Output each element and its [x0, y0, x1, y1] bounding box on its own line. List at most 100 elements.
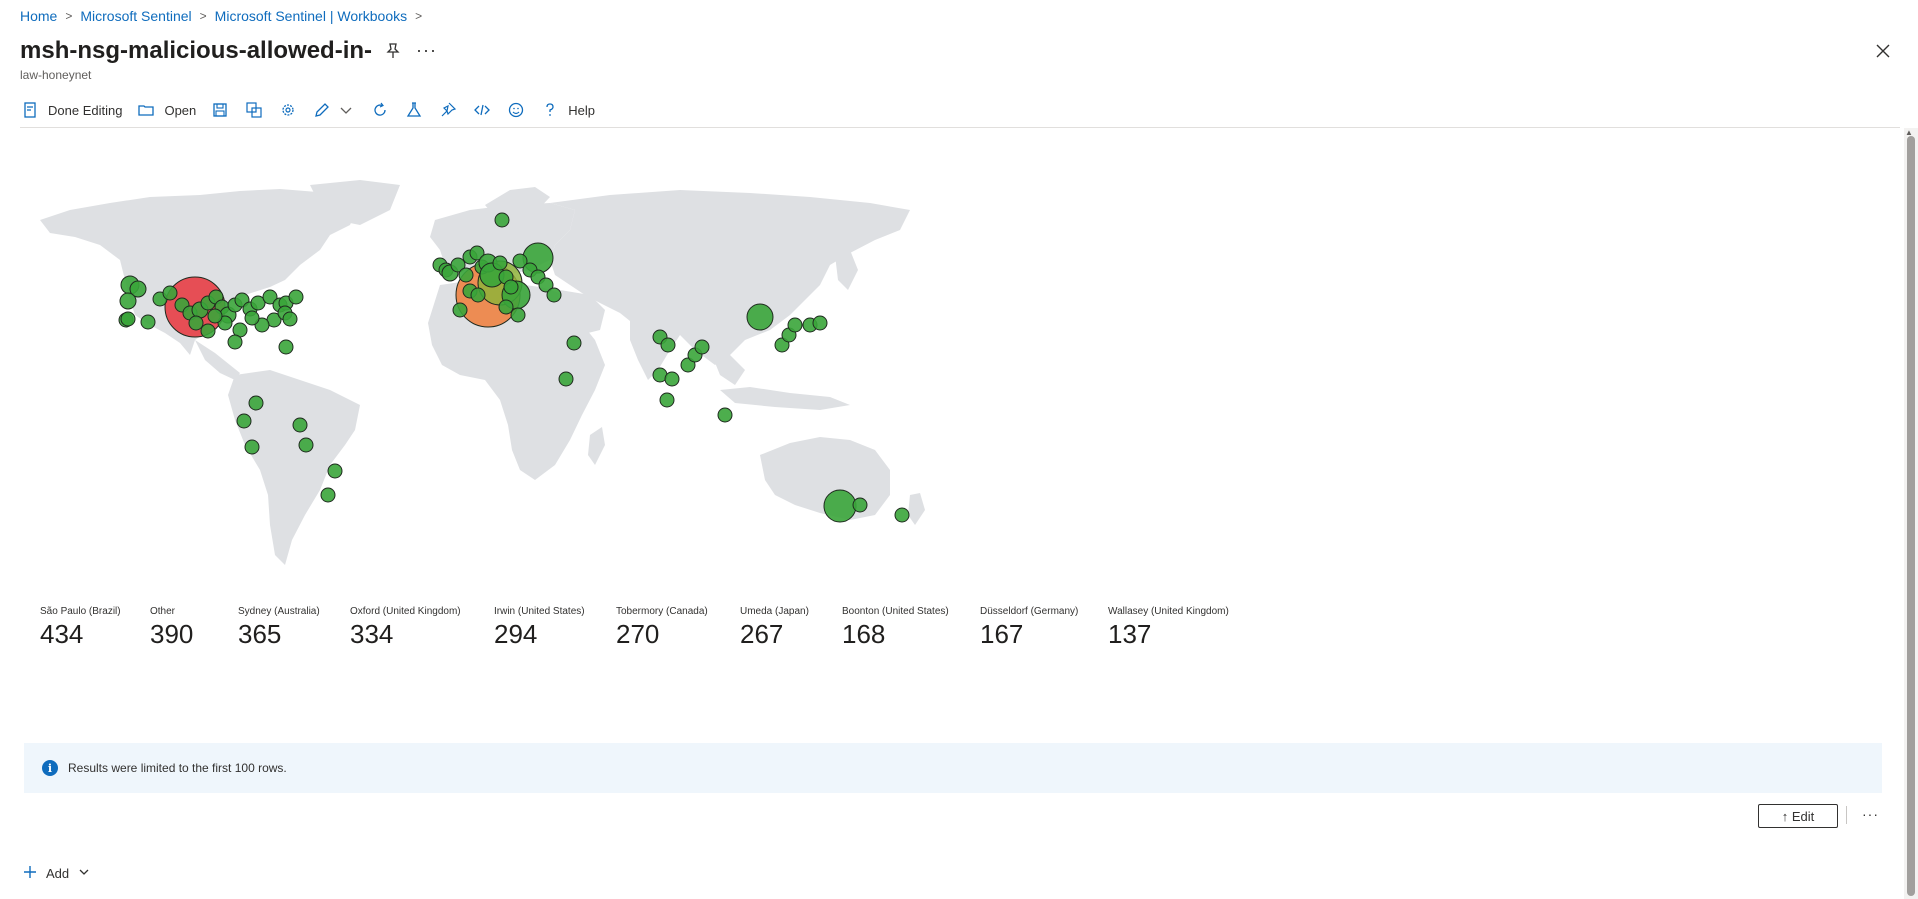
map-bubble[interactable]	[469, 245, 485, 261]
save-as-button[interactable]	[244, 100, 264, 120]
map-bubble[interactable]	[320, 487, 336, 503]
map-bubble[interactable]	[546, 287, 562, 303]
map-bubble[interactable]	[450, 257, 466, 273]
land-india	[630, 313, 680, 380]
toolbar: Done Editing Open	[20, 98, 609, 122]
map-bubble[interactable]	[694, 339, 710, 355]
done-editing-button[interactable]: Done Editing	[20, 100, 122, 120]
chevron-right-icon: >	[415, 9, 423, 23]
land-central-america	[195, 340, 240, 380]
world-map[interactable]	[30, 175, 930, 590]
more-options-icon[interactable]: ···	[1862, 806, 1879, 822]
map-bubble[interactable]	[250, 295, 266, 311]
map-bubble[interactable]	[140, 314, 156, 330]
map-bubble[interactable]	[894, 507, 910, 523]
more-options-icon[interactable]: ···	[416, 40, 437, 60]
edit-style-button[interactable]	[312, 100, 332, 120]
close-icon[interactable]	[1872, 40, 1894, 62]
map-bubble[interactable]	[494, 212, 510, 228]
map-bubble[interactable]	[452, 302, 468, 318]
map-bubble[interactable]	[538, 277, 554, 293]
tile-item[interactable]: Boonton (United States) 168	[842, 606, 980, 650]
tile-item[interactable]: Oxford (United Kingdom) 334	[350, 606, 494, 650]
map-bubble[interactable]	[503, 279, 519, 295]
map-bubble[interactable]	[244, 310, 260, 326]
map-bubble[interactable]	[558, 371, 574, 387]
query-button[interactable]	[404, 100, 424, 120]
refresh-button[interactable]	[370, 100, 390, 120]
map-bubble[interactable]	[278, 339, 294, 355]
map-bubble[interactable]	[717, 407, 733, 423]
tile-item[interactable]: Tobermory (Canada) 270	[616, 606, 740, 650]
add-label: Add	[46, 866, 70, 881]
advanced-editor-button[interactable]	[472, 100, 492, 120]
tile-item[interactable]: Düsseldorf (Germany) 167	[980, 606, 1108, 650]
scroll-up-arrow-icon[interactable]: ▲	[1905, 128, 1913, 137]
map-bubble[interactable]	[162, 285, 178, 301]
map-bubble[interactable]	[664, 371, 680, 387]
pin-icon[interactable]	[384, 42, 402, 60]
map-bubble[interactable]	[787, 317, 803, 333]
map-bubble[interactable]	[298, 437, 314, 453]
tile-item[interactable]: Irwin (United States) 294	[494, 606, 616, 650]
land-asia	[550, 190, 910, 365]
save-button[interactable]	[210, 100, 230, 120]
pin-button[interactable]	[438, 100, 458, 120]
land-indonesia	[720, 387, 850, 410]
map-bubble[interactable]	[188, 315, 204, 331]
edit-button[interactable]: ↑ Edit	[1758, 804, 1838, 828]
tile-item[interactable]: Umeda (Japan) 267	[740, 606, 842, 650]
plus-icon	[22, 864, 38, 883]
map-bubble[interactable]	[566, 335, 582, 351]
map-bubble[interactable]	[227, 334, 243, 350]
map-bubble[interactable]	[119, 292, 137, 310]
map-bubble[interactable]	[512, 253, 528, 269]
chevron-right-icon: >	[65, 9, 73, 23]
land-africa	[428, 280, 605, 480]
tile-item[interactable]: Sydney (Australia) 365	[238, 606, 350, 650]
breadcrumb-sentinel[interactable]: Microsoft Sentinel	[80, 8, 192, 24]
map-bubble[interactable]	[498, 299, 514, 315]
map-bubble[interactable]	[327, 463, 343, 479]
breadcrumb-home[interactable]: Home	[20, 8, 58, 24]
save-as-icon	[244, 100, 264, 120]
map-bubble[interactable]	[852, 497, 868, 513]
breadcrumb-workbooks[interactable]: Microsoft Sentinel | Workbooks	[214, 8, 408, 24]
feedback-button[interactable]	[506, 100, 526, 120]
map-bubble[interactable]	[129, 280, 147, 298]
tile-item[interactable]: Other 390	[150, 606, 238, 650]
map-bubble[interactable]	[510, 307, 526, 323]
map-bubble[interactable]	[262, 289, 278, 305]
map-bubble[interactable]	[292, 417, 308, 433]
help-button[interactable]: Help	[540, 100, 595, 120]
map-bubble[interactable]	[458, 267, 474, 283]
question-icon	[540, 100, 560, 120]
map-bubble[interactable]	[746, 303, 774, 331]
add-button[interactable]: Add	[22, 864, 91, 883]
map-bubble[interactable]	[470, 287, 486, 303]
map-bubble[interactable]	[812, 315, 828, 331]
map-bubble[interactable]	[244, 439, 260, 455]
map-bubble[interactable]	[659, 392, 675, 408]
scrollbar-thumb[interactable]	[1907, 136, 1915, 896]
chevron-right-icon: >	[199, 9, 207, 23]
map-bubble[interactable]	[207, 308, 223, 324]
map-bubble[interactable]	[288, 289, 304, 305]
map-bubble[interactable]	[823, 489, 857, 523]
map-bubble[interactable]	[282, 311, 298, 327]
settings-button[interactable]	[278, 100, 298, 120]
map-bubble[interactable]	[236, 413, 252, 429]
map-bubble[interactable]	[248, 395, 264, 411]
separator	[1846, 806, 1847, 824]
map-bubble[interactable]	[200, 323, 216, 339]
open-button[interactable]: Open	[136, 100, 196, 120]
map-bubble[interactable]	[492, 255, 508, 271]
land-se-asia	[710, 350, 745, 385]
map-bubble[interactable]	[660, 337, 676, 353]
tile-item[interactable]: São Paulo (Brazil) 434	[40, 606, 150, 650]
edit-style-dropdown[interactable]	[336, 100, 356, 120]
map-bubble[interactable]	[120, 311, 136, 327]
tile-item[interactable]: Wallasey (United Kingdom) 137	[1108, 606, 1248, 650]
info-message-text: Results were limited to the first 100 ro…	[68, 761, 287, 775]
tile-label: Düsseldorf (Germany)	[980, 606, 1079, 617]
